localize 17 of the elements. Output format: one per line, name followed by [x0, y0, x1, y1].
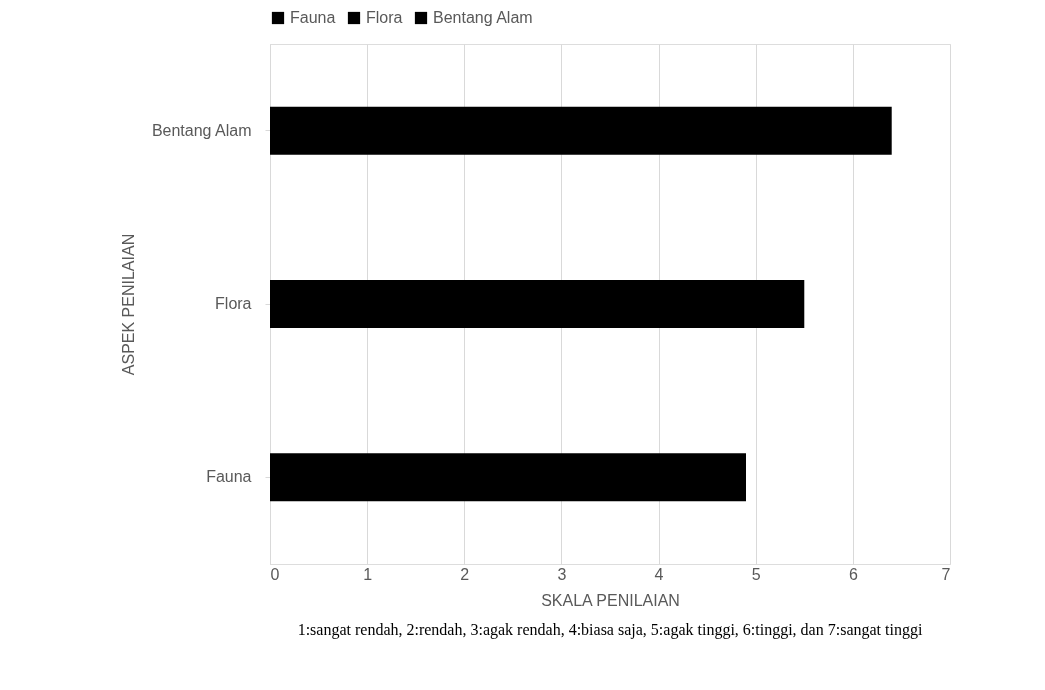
y-tick-label: Flora — [215, 295, 252, 312]
x-tick-label: 1 — [363, 565, 373, 583]
x-tick-label: 0 — [270, 565, 280, 583]
x-tick-label: 3 — [557, 565, 567, 583]
y-tick-label: Fauna — [206, 468, 252, 486]
x-axis-title: SKALA PENILAIAN — [541, 591, 680, 609]
legend-label: Flora — [366, 9, 403, 26]
y-tick-label: Bentang Alam — [151, 121, 252, 139]
x-tick-label: 5 — [751, 565, 761, 583]
x-tick-label: 7 — [941, 565, 951, 583]
text: 1:sangat rendah, 2:rendah, 3:agak rendah, 4:biasa saja, 5:agak tinggi, 6:tinggi, dan 7:sangat tinggi — [297, 621, 923, 639]
x-tick-label: 4 — [654, 565, 664, 583]
x-tick-label: 6 — [848, 565, 858, 583]
legend-label: Bentang Alam — [433, 9, 533, 26]
legend-label: Fauna — [290, 9, 336, 26]
x-tick-label: 2 — [460, 565, 470, 583]
y-axis-title: ASPEK PENILAIAN — [119, 233, 137, 376]
